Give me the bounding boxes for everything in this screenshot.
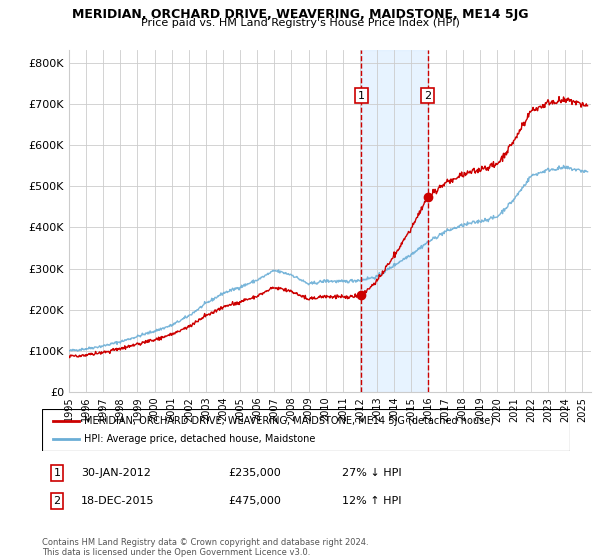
Text: 2: 2 bbox=[424, 91, 431, 101]
Text: 27% ↓ HPI: 27% ↓ HPI bbox=[342, 468, 401, 478]
Text: HPI: Average price, detached house, Maidstone: HPI: Average price, detached house, Maid… bbox=[84, 434, 316, 444]
Text: MERIDIAN, ORCHARD DRIVE, WEAVERING, MAIDSTONE, ME14 5JG: MERIDIAN, ORCHARD DRIVE, WEAVERING, MAID… bbox=[72, 8, 528, 21]
Text: MERIDIAN, ORCHARD DRIVE, WEAVERING, MAIDSTONE, ME14 5JG (detached house): MERIDIAN, ORCHARD DRIVE, WEAVERING, MAID… bbox=[84, 416, 494, 426]
Text: 18-DEC-2015: 18-DEC-2015 bbox=[81, 496, 155, 506]
Text: 2: 2 bbox=[53, 496, 61, 506]
Text: £475,000: £475,000 bbox=[228, 496, 281, 506]
Bar bbox=[361, 50, 428, 392]
Text: 30-JAN-2012: 30-JAN-2012 bbox=[81, 468, 151, 478]
Text: 1: 1 bbox=[53, 468, 61, 478]
Text: Price paid vs. HM Land Registry's House Price Index (HPI): Price paid vs. HM Land Registry's House … bbox=[140, 18, 460, 28]
Text: Contains HM Land Registry data © Crown copyright and database right 2024.
This d: Contains HM Land Registry data © Crown c… bbox=[42, 538, 368, 557]
Text: 12% ↑ HPI: 12% ↑ HPI bbox=[342, 496, 401, 506]
Text: 1: 1 bbox=[358, 91, 365, 101]
Text: £235,000: £235,000 bbox=[228, 468, 281, 478]
